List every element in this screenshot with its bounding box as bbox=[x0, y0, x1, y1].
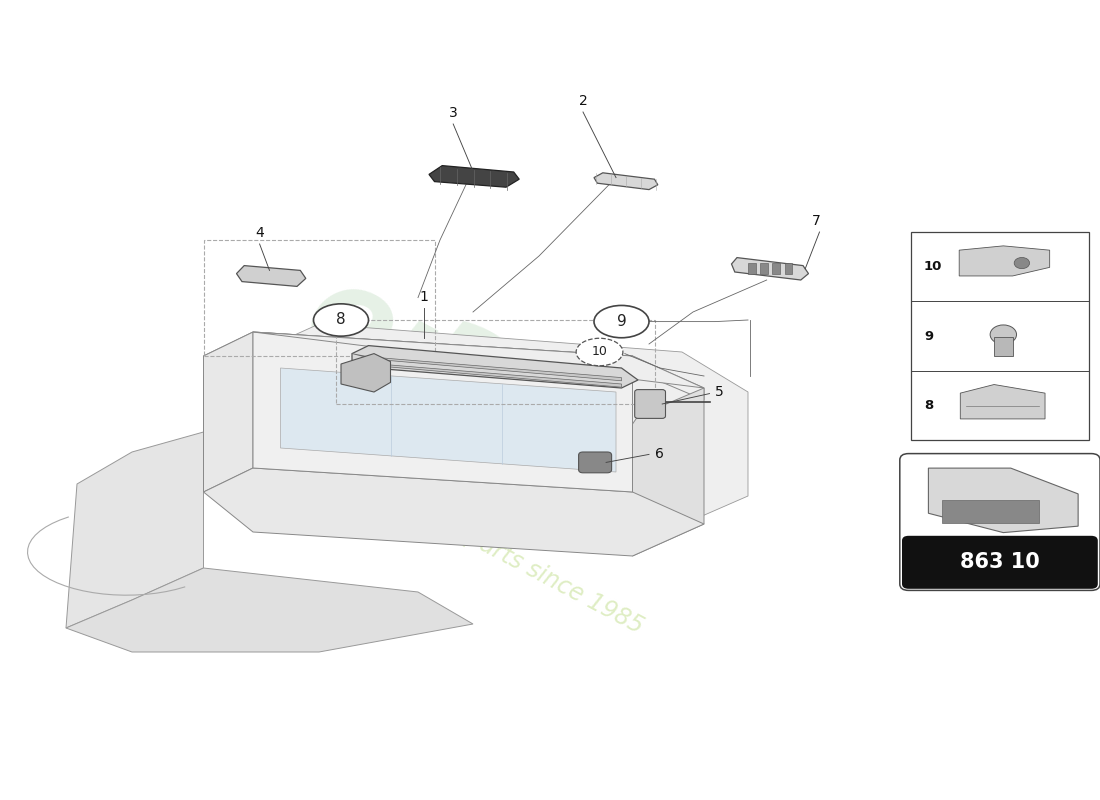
FancyBboxPatch shape bbox=[579, 452, 612, 473]
Bar bbox=[942, 500, 1038, 523]
Text: eur: eur bbox=[286, 251, 550, 469]
Polygon shape bbox=[204, 324, 748, 544]
FancyBboxPatch shape bbox=[902, 536, 1098, 589]
Text: 3: 3 bbox=[449, 106, 458, 120]
Polygon shape bbox=[928, 468, 1078, 533]
Polygon shape bbox=[204, 332, 704, 400]
Polygon shape bbox=[960, 385, 1045, 419]
Text: a passion for parts since 1985: a passion for parts since 1985 bbox=[321, 450, 647, 638]
Polygon shape bbox=[429, 166, 519, 187]
Bar bbox=[910, 541, 1090, 562]
Text: 7: 7 bbox=[812, 214, 821, 228]
Polygon shape bbox=[204, 332, 253, 492]
Polygon shape bbox=[280, 368, 616, 472]
Text: 8: 8 bbox=[337, 313, 345, 327]
Polygon shape bbox=[253, 332, 704, 388]
Bar bbox=[748, 263, 756, 274]
Circle shape bbox=[1014, 258, 1030, 269]
Bar bbox=[760, 263, 768, 274]
Text: 4: 4 bbox=[255, 226, 264, 240]
Ellipse shape bbox=[576, 338, 623, 366]
Polygon shape bbox=[66, 568, 473, 652]
Polygon shape bbox=[959, 246, 1049, 276]
FancyBboxPatch shape bbox=[900, 454, 1100, 590]
Text: 9: 9 bbox=[617, 314, 626, 329]
Text: 1: 1 bbox=[419, 290, 428, 304]
Text: 10: 10 bbox=[924, 260, 943, 273]
Ellipse shape bbox=[314, 304, 369, 336]
Polygon shape bbox=[352, 346, 638, 388]
Polygon shape bbox=[341, 354, 390, 392]
Polygon shape bbox=[236, 266, 306, 286]
Polygon shape bbox=[352, 354, 622, 381]
Text: 2: 2 bbox=[579, 94, 587, 108]
Bar bbox=[911, 232, 1089, 440]
Polygon shape bbox=[632, 388, 704, 556]
FancyBboxPatch shape bbox=[635, 390, 666, 418]
Bar bbox=[994, 337, 1013, 356]
Text: 9: 9 bbox=[924, 330, 933, 342]
Ellipse shape bbox=[594, 306, 649, 338]
Polygon shape bbox=[732, 258, 808, 280]
Text: 6: 6 bbox=[654, 447, 663, 462]
Text: 863 10: 863 10 bbox=[960, 552, 1040, 572]
Polygon shape bbox=[66, 432, 204, 628]
Text: aces: aces bbox=[404, 288, 740, 544]
Polygon shape bbox=[352, 360, 622, 387]
Polygon shape bbox=[253, 332, 632, 492]
Text: 5: 5 bbox=[715, 385, 724, 399]
Text: 8: 8 bbox=[924, 399, 933, 412]
Circle shape bbox=[990, 325, 1016, 344]
Bar bbox=[772, 263, 780, 274]
Bar bbox=[784, 263, 792, 274]
Polygon shape bbox=[204, 468, 704, 556]
Polygon shape bbox=[594, 173, 658, 190]
Text: 10: 10 bbox=[592, 346, 607, 358]
